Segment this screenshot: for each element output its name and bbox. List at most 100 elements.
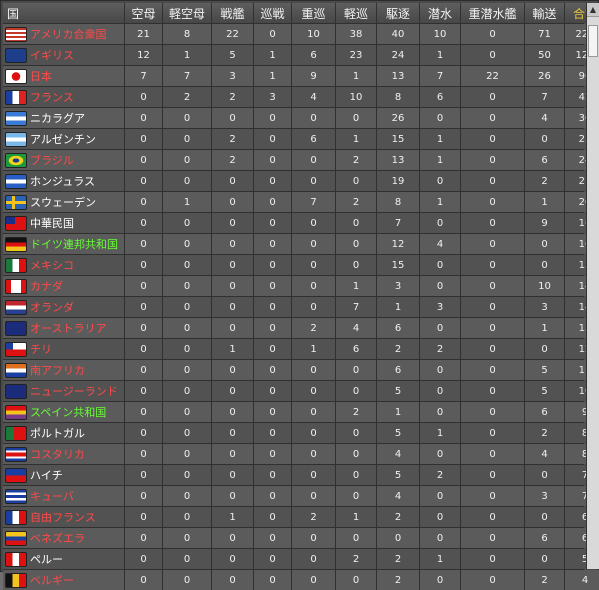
count-cell: 0 [292,213,335,233]
count-cell: 8 [377,192,419,212]
count-cell: 0 [461,570,524,590]
count-cell: 0 [163,360,211,380]
count-cell: 0 [163,507,211,527]
country-cell[interactable]: カナダ [3,276,124,296]
count-cell: 0 [461,549,524,569]
country-name: ホンジュラス [30,175,96,188]
country-cell[interactable]: イギリス [3,45,124,65]
count-cell: 12 [377,234,419,254]
count-cell: 0 [461,444,524,464]
country-cell[interactable]: ペルー [3,549,124,569]
country-cell[interactable]: ハイチ [3,465,124,485]
count-cell: 4 [420,234,460,254]
country-cell[interactable]: ニカラグア [3,108,124,128]
country-cell[interactable]: フランス [3,87,124,107]
count-cell: 0 [125,549,162,569]
column-header[interactable]: 国 [3,3,124,23]
count-cell: 0 [163,486,211,506]
count-cell: 0 [163,213,211,233]
country-cell[interactable]: ベネズエラ [3,528,124,548]
count-cell: 0 [125,528,162,548]
count-cell: 0 [125,234,162,254]
country-cell[interactable]: スウェーデン [3,192,124,212]
country-cell[interactable]: 日本 [3,66,124,86]
vertical-scrollbar[interactable]: ▲ [586,3,599,569]
country-cell[interactable]: コスタリカ [3,444,124,464]
country-cell[interactable]: ニュージーランド [3,381,124,401]
column-header[interactable]: 輸送 [525,3,564,23]
country-cell[interactable]: チリ [3,339,124,359]
country-cell[interactable]: 南アフリカ [3,360,124,380]
count-cell: 2 [525,570,564,590]
flag-honduras-icon [5,173,27,189]
country-cell[interactable]: メキシコ [3,255,124,275]
country-cell[interactable]: アルゼンチン [3,129,124,149]
country-name: ドイツ連邦共和国 [30,238,118,251]
country-name: オーストラリア [30,322,107,335]
country-cell[interactable]: 自由フランス [3,507,124,527]
count-cell: 1 [525,192,564,212]
count-cell: 0 [163,339,211,359]
country-cell[interactable]: アメリカ合衆国 [3,24,124,44]
count-cell: 0 [336,528,376,548]
count-cell: 0 [420,528,460,548]
flag-germany-icon [5,236,27,252]
count-cell: 15 [377,255,419,275]
column-header[interactable]: 潜水 [420,3,460,23]
count-cell: 0 [336,444,376,464]
count-cell: 0 [254,24,291,44]
count-cell: 0 [254,465,291,485]
count-cell: 0 [163,297,211,317]
column-header[interactable]: 軽巡 [336,3,376,23]
country-name: ペルー [30,553,63,566]
scroll-thumb[interactable] [588,25,598,57]
count-cell: 5 [212,45,253,65]
column-header[interactable]: 戦艦 [212,3,253,23]
column-header[interactable]: 軽空母 [163,3,211,23]
count-cell: 0 [525,507,564,527]
count-cell: 0 [254,108,291,128]
column-header[interactable]: 駆逐 [377,3,419,23]
count-cell: 0 [336,108,376,128]
country-cell[interactable]: キューバ [3,486,124,506]
country-cell[interactable]: スペイン共和国 [3,402,124,422]
count-cell: 1 [420,423,460,443]
count-cell: 0 [336,465,376,485]
count-cell: 0 [292,381,335,401]
count-cell: 0 [163,528,211,548]
column-header[interactable]: 重潜水艦 [461,3,524,23]
country-cell[interactable]: ポルトガル [3,423,124,443]
country-cell[interactable]: オーストラリア [3,318,124,338]
count-cell: 0 [125,150,162,170]
count-cell: 0 [254,402,291,422]
count-cell: 19 [377,171,419,191]
count-cell: 2 [292,318,335,338]
column-header[interactable]: 巡戦 [254,3,291,23]
count-cell: 0 [461,171,524,191]
scroll-up-icon[interactable]: ▲ [587,3,599,17]
country-name: ハイチ [30,469,63,482]
count-cell: 0 [292,444,335,464]
count-cell: 22 [461,66,524,86]
count-cell: 4 [377,444,419,464]
country-cell[interactable]: ドイツ連邦共和国 [3,234,124,254]
country-cell[interactable]: オランダ [3,297,124,317]
count-cell: 10 [525,276,564,296]
country-cell[interactable]: ベルギー [3,570,124,590]
column-header[interactable]: 空母 [125,3,162,23]
country-cell[interactable]: ホンジュラス [3,171,124,191]
country-cell[interactable]: 中華民国 [3,213,124,233]
count-cell: 7 [420,66,460,86]
column-header[interactable]: 重巡 [292,3,335,23]
country-cell[interactable]: ブラジル [3,150,124,170]
count-cell: 4 [336,318,376,338]
count-cell: 0 [420,255,460,275]
count-cell: 0 [254,129,291,149]
count-cell: 6 [336,339,376,359]
flag-cuba-icon [5,488,27,504]
count-cell: 0 [336,213,376,233]
count-cell: 0 [292,255,335,275]
count-cell: 2 [336,150,376,170]
count-cell: 12 [125,45,162,65]
